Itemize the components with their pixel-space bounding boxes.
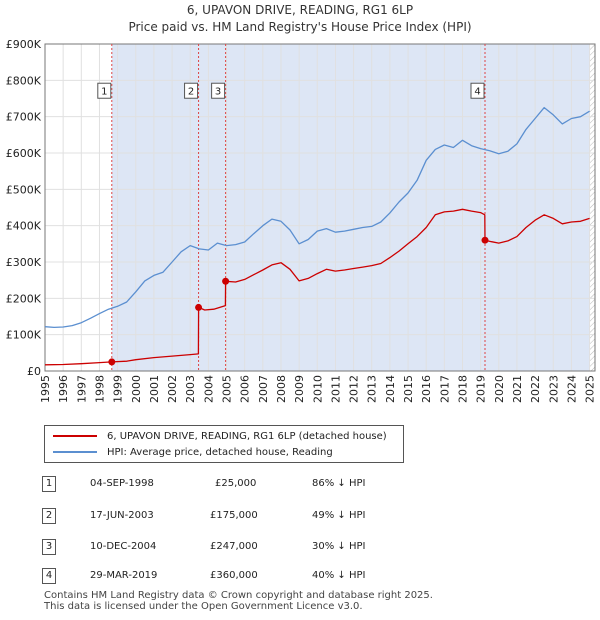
y-tick-label: £400K	[6, 220, 42, 233]
y-tick-label: £200K	[6, 292, 42, 305]
x-tick-label: 2007	[257, 375, 270, 403]
transaction-number: 2	[42, 508, 56, 524]
plot-frame	[44, 43, 596, 372]
legend-label-hpi: HPI: Average price, detached house, Read…	[107, 446, 333, 458]
chart-title: 6, UPAVON DRIVE, READING, RG1 6LP	[186, 3, 414, 17]
transaction-hpi-change: 40% ↓ HPI	[312, 570, 366, 581]
transaction-number: 4	[42, 568, 56, 584]
x-tick-label: 2001	[148, 375, 161, 403]
transaction-row: 3 10-DEC-2004 £247,000 30% ↓ HPI	[0, 539, 600, 557]
x-tick-label: 2004	[202, 375, 215, 403]
price-paid-series-line	[44, 208, 590, 366]
hpi-series-line	[44, 106, 590, 329]
sale-point	[481, 236, 489, 244]
x-tick-label: 2023	[547, 375, 560, 403]
transaction-date: 29-MAR-2019	[90, 570, 158, 581]
x-tick-label: 1995	[39, 375, 52, 403]
x-tick-label: 2010	[311, 375, 324, 403]
x-tick-label: 1997	[75, 375, 88, 403]
transaction-price: £247,000	[210, 541, 258, 552]
y-tick-label: £500K	[6, 183, 42, 196]
y-tick-label: £300K	[6, 256, 42, 269]
ownership-shade	[225, 44, 485, 371]
y-tick-label: £600K	[6, 147, 42, 160]
x-tick-label: 2017	[438, 375, 451, 403]
chart-subtitle: Price paid vs. HM Land Registry's House …	[128, 20, 472, 34]
event-label-box	[211, 82, 226, 99]
x-tick-label: 2013	[366, 375, 379, 403]
x-tick-label: 2005	[221, 375, 234, 403]
y-tick-label: £800K	[6, 74, 42, 87]
y-tick-label: £100K	[6, 329, 42, 342]
legend-item-hpi: HPI: Average price, detached house, Read…	[53, 444, 333, 460]
transaction-hpi-change: 49% ↓ HPI	[312, 510, 366, 521]
legend: 6, UPAVON DRIVE, READING, RG1 6LP (detac…	[44, 425, 404, 463]
legend-label-price: 6, UPAVON DRIVE, READING, RG1 6LP (detac…	[107, 430, 387, 442]
transaction-price: £175,000	[210, 510, 258, 521]
transaction-price: £360,000	[210, 570, 258, 581]
x-tick-label: 2000	[130, 375, 143, 403]
transaction-row: 1 04-SEP-1998 £25,000 86% ↓ HPI	[0, 476, 600, 494]
legend-item-price: 6, UPAVON DRIVE, READING, RG1 6LP (detac…	[53, 428, 387, 444]
x-tick-label: 2009	[293, 375, 306, 403]
y-tick-label: £700K	[6, 111, 42, 124]
x-tick-label: 1996	[57, 375, 70, 403]
transaction-date: 04-SEP-1998	[90, 478, 154, 489]
forecast-hatch	[589, 44, 595, 371]
event-label-box	[184, 82, 199, 99]
event-label: 4	[474, 87, 480, 98]
x-tick-label: 2006	[239, 375, 252, 403]
x-tick-label: 2020	[493, 375, 506, 403]
x-tick-label: 2018	[456, 375, 469, 403]
x-tick-label: 2024	[565, 375, 578, 403]
transaction-price: £25,000	[215, 478, 257, 489]
event-label: 2	[188, 87, 194, 98]
sale-point	[195, 303, 203, 311]
legend-swatch-price	[53, 435, 97, 437]
legend-swatch-hpi	[53, 451, 97, 453]
y-tick-label: £0	[27, 365, 41, 378]
x-tick-label: 2016	[420, 375, 433, 403]
event-label: 3	[215, 87, 221, 98]
x-tick-label: 2011	[329, 375, 342, 403]
ownership-shade	[485, 44, 590, 371]
x-tick-label: 1998	[93, 375, 106, 403]
x-tick-label: 2015	[402, 375, 415, 403]
x-tick-label: 2014	[384, 375, 397, 403]
x-tick-label: 2022	[529, 375, 542, 403]
transaction-date: 10-DEC-2004	[90, 541, 157, 552]
transaction-number: 3	[42, 539, 56, 555]
x-tick-label: 2021	[511, 375, 524, 403]
x-tick-label: 2025	[584, 375, 597, 403]
event-label: 1	[101, 87, 107, 98]
footer-copyright: Contains HM Land Registry data © Crown c…	[44, 590, 433, 601]
event-label-box	[470, 82, 485, 99]
y-tick-label: £900K	[6, 38, 42, 51]
x-tick-label: 2012	[348, 375, 361, 403]
event-label-box	[97, 82, 112, 99]
transaction-row: 4 29-MAR-2019 £360,000 40% ↓ HPI	[0, 568, 600, 586]
x-tick-label: 2003	[184, 375, 197, 403]
sale-point	[222, 277, 230, 285]
x-tick-label: 2002	[166, 375, 179, 403]
transaction-hpi-change: 86% ↓ HPI	[312, 478, 366, 489]
x-tick-label: 2008	[275, 375, 288, 403]
price-chart: £0 £100K £200K £300K £400K £500K £600K £700K £80…	[6, 38, 597, 403]
x-tick-label: 1999	[112, 375, 125, 403]
x-tick-label: 2019	[475, 375, 488, 403]
transaction-date: 17-JUN-2003	[90, 510, 154, 521]
footer-licence: This data is licensed under the Open Gov…	[44, 601, 363, 612]
sale-point	[108, 358, 116, 366]
transaction-row: 2 17-JUN-2003 £175,000 49% ↓ HPI	[0, 508, 600, 526]
transaction-number: 1	[42, 476, 56, 492]
transaction-hpi-change: 30% ↓ HPI	[312, 541, 366, 552]
